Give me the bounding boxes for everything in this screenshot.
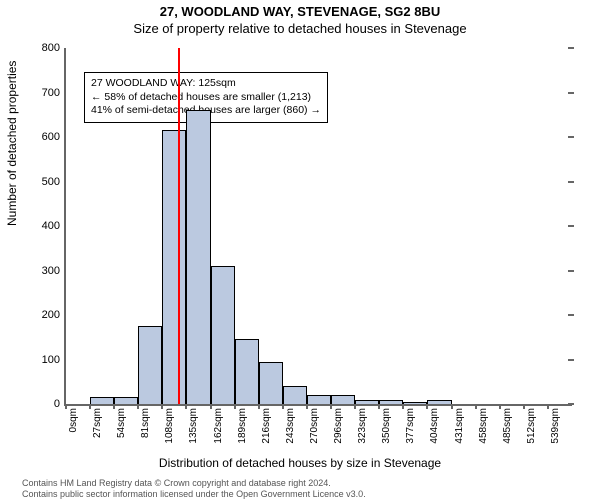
x-tick-label: 539sqm [550,408,561,444]
y-tick-mark [568,225,574,227]
credit-line-1: Contains HM Land Registry data © Crown c… [22,478,366,489]
x-tick-mark [475,404,477,409]
x-tick-mark [306,404,308,409]
y-tick-mark [568,270,574,272]
y-tick-label: 600 [42,131,66,143]
x-tick-mark [137,404,139,409]
x-tick-label: 458sqm [478,408,489,444]
x-tick-label: 81sqm [140,408,151,438]
histogram-bar [403,402,427,404]
y-tick-mark [568,47,574,49]
x-tick-label: 296sqm [333,408,344,444]
x-tick-label: 162sqm [213,408,224,444]
x-tick-mark [378,404,380,409]
x-tick-label: 243sqm [285,408,296,444]
x-tick-mark [451,404,453,409]
y-tick-mark [568,181,574,183]
y-tick-label: 200 [42,309,66,321]
histogram-bar [259,362,283,404]
histogram-bar [427,400,451,404]
histogram-bar [331,395,355,404]
x-axis-label: Distribution of detached houses by size … [0,456,600,470]
x-tick-mark [113,404,115,409]
x-tick-label: 270sqm [309,408,320,444]
y-tick-mark [568,314,574,316]
histogram-bar [235,339,259,404]
x-tick-label: 512sqm [526,408,537,444]
histogram-bar [90,397,114,404]
x-tick-label: 216sqm [261,408,272,444]
x-tick-mark [234,404,236,409]
histogram-bar [211,266,235,404]
histogram-bar [138,326,162,404]
y-axis-label: Number of detached properties [5,61,19,226]
x-tick-label: 135sqm [188,408,199,444]
x-tick-mark [547,404,549,409]
histogram-plot: 27 WOODLAND WAY: 125sqm ← 58% of detache… [64,48,572,406]
x-tick-mark [258,404,260,409]
y-tick-mark [568,359,574,361]
page-subtitle: Size of property relative to detached ho… [0,21,600,36]
credit-text: Contains HM Land Registry data © Crown c… [22,478,366,500]
histogram-bar [379,400,403,404]
x-tick-label: 54sqm [116,408,127,438]
histogram-bar [186,110,210,404]
y-tick-label: 800 [42,42,66,54]
x-tick-label: 431sqm [454,408,465,444]
x-tick-mark [499,404,501,409]
x-tick-mark [210,404,212,409]
x-tick-label: 323sqm [357,408,368,444]
histogram-bar [114,397,138,404]
credit-line-2: Contains public sector information licen… [22,489,366,500]
x-tick-mark [523,404,525,409]
y-tick-label: 300 [42,265,66,277]
x-tick-label: 404sqm [429,408,440,444]
histogram-bar [283,386,307,404]
y-tick-mark [568,403,574,405]
histogram-bar [162,130,186,404]
x-tick-label: 0sqm [68,408,79,432]
x-tick-label: 485sqm [502,408,513,444]
x-tick-label: 377sqm [405,408,416,444]
x-tick-label: 189sqm [237,408,248,444]
annotation-line-2: ← 58% of detached houses are smaller (1,… [91,91,321,105]
x-tick-label: 27sqm [92,408,103,438]
y-tick-mark [568,92,574,94]
histogram-bar [307,395,331,404]
y-tick-label: 400 [42,220,66,232]
x-tick-mark [354,404,356,409]
histogram-bar [355,400,379,404]
x-tick-mark [330,404,332,409]
page-title: 27, WOODLAND WAY, STEVENAGE, SG2 8BU [0,4,600,19]
property-marker-line [178,48,180,404]
x-tick-label: 108sqm [164,408,175,444]
y-tick-mark [568,136,574,138]
y-tick-label: 100 [42,354,66,366]
y-tick-label: 700 [42,87,66,99]
y-tick-label: 500 [42,176,66,188]
x-tick-mark [282,404,284,409]
x-tick-mark [89,404,91,409]
x-tick-label: 350sqm [381,408,392,444]
annotation-line-1: 27 WOODLAND WAY: 125sqm [91,77,321,91]
x-tick-mark [65,404,67,409]
